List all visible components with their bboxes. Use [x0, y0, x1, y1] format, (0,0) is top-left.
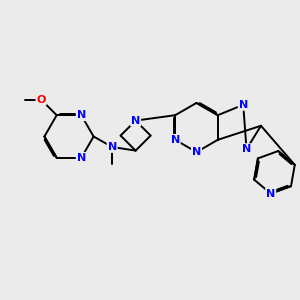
Text: N: N — [77, 153, 86, 163]
Text: N: N — [108, 142, 117, 152]
Text: N: N — [192, 147, 201, 157]
Text: N: N — [131, 116, 140, 126]
Text: N: N — [266, 188, 275, 199]
Text: N: N — [238, 100, 248, 110]
Text: O: O — [36, 94, 46, 105]
Text: N: N — [242, 144, 251, 154]
Text: N: N — [77, 110, 86, 120]
Text: N: N — [171, 135, 180, 145]
